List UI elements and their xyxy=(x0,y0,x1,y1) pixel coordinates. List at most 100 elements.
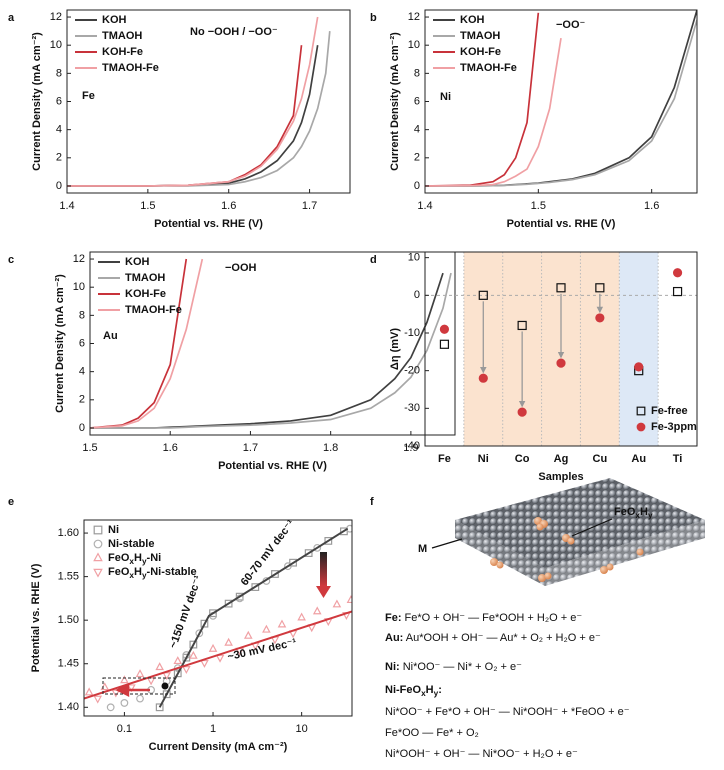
illustration-label: M xyxy=(418,543,427,555)
legend-label: TMAOH-Fe xyxy=(460,62,517,74)
y-tick-label: 1.50 xyxy=(58,614,79,626)
legend-label: Fe-3ppm xyxy=(651,421,697,433)
y-tick-label: 12 xyxy=(50,11,62,23)
x-tick-label: 1.6 xyxy=(644,200,659,212)
x-tick-label: Ti xyxy=(673,453,683,465)
panel-letter: b xyxy=(370,12,377,24)
marker xyxy=(595,313,605,323)
marker xyxy=(517,320,527,331)
marker xyxy=(208,643,218,652)
text-run: y xyxy=(142,571,147,580)
marker xyxy=(100,682,110,691)
slab-top xyxy=(455,478,705,568)
x-tick-label: 1.9 xyxy=(403,442,418,454)
text-run: : xyxy=(438,684,442,696)
marker xyxy=(297,612,306,621)
annotation: −OOH xyxy=(225,262,257,274)
marker xyxy=(224,637,233,646)
x-tick-label: Au xyxy=(631,453,646,465)
text-run: H xyxy=(134,552,142,564)
panel-letter: d xyxy=(370,254,377,266)
marker xyxy=(478,290,488,300)
legend-label: KOH xyxy=(102,14,127,26)
annotation: −OO⁻ xyxy=(556,19,586,31)
y-tick-label: 10 xyxy=(408,39,420,51)
x-tick-label: 1 xyxy=(210,723,216,735)
x-tick-label: 1.4 xyxy=(417,200,432,212)
x-tick-label: 1.7 xyxy=(243,442,258,454)
plot-frame xyxy=(89,251,456,436)
y-tick-label: 6 xyxy=(56,95,62,107)
y-tick-label: 12 xyxy=(73,253,85,265)
y-tick-label: 0 xyxy=(79,422,85,434)
series-line xyxy=(90,258,188,429)
marker xyxy=(127,684,136,693)
marker xyxy=(84,687,94,696)
marker xyxy=(209,609,217,618)
highlight-band xyxy=(619,252,659,446)
marker xyxy=(106,703,115,712)
marker xyxy=(672,286,683,297)
y-axis-label: Current Density (mA cm⁻²) xyxy=(54,274,66,413)
marker xyxy=(313,543,322,552)
y-tick-label: 8 xyxy=(79,309,85,321)
marker xyxy=(135,669,145,678)
legend-label: KOH-Fe xyxy=(460,46,501,58)
marker xyxy=(262,624,271,633)
plot-frame xyxy=(424,251,698,447)
marker xyxy=(120,699,129,707)
x-tick-label: Ag xyxy=(554,453,569,465)
marker xyxy=(332,599,342,608)
marker xyxy=(93,695,103,704)
equation: Fe: Fe*O + OH⁻ — Fe*OOH + H₂O + e⁻ xyxy=(385,612,582,624)
x-tick-label: 1.7 xyxy=(302,200,317,212)
fit-line xyxy=(84,610,352,700)
x-axis-label: Samples xyxy=(538,471,583,483)
y-tick-label: -40 xyxy=(404,440,420,452)
series-line xyxy=(425,19,697,187)
marker xyxy=(200,659,209,668)
marker xyxy=(243,630,253,639)
y-tick-label: 4 xyxy=(414,124,420,136)
x-axis-label: Potential vs. RHE (V) xyxy=(154,218,263,230)
marker xyxy=(284,562,292,571)
text-run: Au*OOH + OH⁻ — Au* + O₂ + H₂O + e⁻ xyxy=(403,632,601,644)
text-run: H xyxy=(426,684,434,696)
y-tick-label: 10 xyxy=(408,252,420,264)
plot-area xyxy=(425,252,697,446)
legend-label: Fe-free xyxy=(651,405,688,417)
y-axis-label: Current Density (mA cm⁻²) xyxy=(31,32,43,171)
marker xyxy=(189,640,198,649)
marker xyxy=(271,570,279,578)
shift-arrow-head xyxy=(316,586,331,598)
text-run: H xyxy=(640,506,648,518)
legend-label: KOH xyxy=(125,256,150,268)
annotation: Fe xyxy=(82,90,95,102)
plot-frame xyxy=(424,9,698,194)
y-axis-label: Current Density (mA cm⁻²) xyxy=(389,32,401,171)
equation: Fe*OO — Fe* + O₂ xyxy=(385,727,479,739)
legend-swatch xyxy=(93,525,103,535)
legend-swatch xyxy=(93,552,103,562)
text-run: Ni-FeO xyxy=(385,684,422,696)
y-tick-label: 0 xyxy=(414,180,420,192)
legend-label: FeOxHy-Ni-stable xyxy=(108,566,197,580)
x-tick-label: Cu xyxy=(593,453,608,465)
legend-label: TMAOH xyxy=(125,272,165,284)
marker xyxy=(162,690,171,699)
x-axis-label: Potential vs. RHE (V) xyxy=(218,460,327,472)
legend-label: TMAOH-Fe xyxy=(125,304,182,316)
equation: Ni*OOH⁻ + OH⁻ — Ni*OO⁻ + H₂O + e⁻ xyxy=(385,748,578,760)
x-tick-label: 1.6 xyxy=(221,200,236,212)
shift-arrow xyxy=(115,683,150,697)
y-tick-label: 12 xyxy=(408,11,420,23)
legend-swatch xyxy=(636,422,646,432)
plot-frame xyxy=(83,519,353,717)
slab-illustration xyxy=(431,478,705,586)
legend-label: TMAOH xyxy=(102,30,142,42)
y-axis-label: Δη (mV) xyxy=(389,328,401,370)
x-tick-label: Co xyxy=(515,453,530,465)
legend-label: FeOxHy-Ni xyxy=(108,552,161,566)
x-tick-label: 1.5 xyxy=(82,442,97,454)
